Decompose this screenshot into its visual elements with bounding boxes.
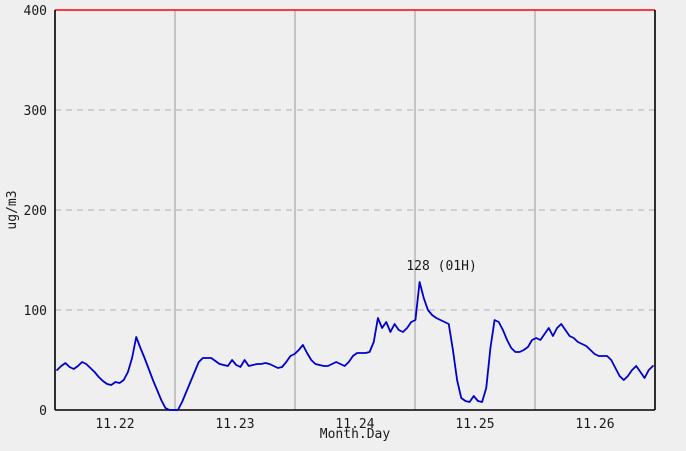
y-tick-label: 300	[24, 104, 47, 119]
y-tick-label: 400	[24, 4, 47, 19]
y-tick-label: 100	[24, 304, 47, 319]
x-axis-title: Month.Day	[320, 427, 391, 442]
x-tick-label: 11.24	[335, 417, 374, 432]
y-tick-label: 0	[39, 404, 47, 419]
horizontal-gridlines	[55, 109, 655, 311]
peak-annotation: 128 (01H)	[406, 259, 476, 274]
y-tick-label: 200	[24, 204, 47, 219]
annotation-text: 128 (01H)	[406, 259, 476, 274]
x-tick-label: 11.26	[575, 417, 614, 432]
x-axis-tick-labels: 11.22 11.23 11.24 11.25 11.26	[95, 417, 614, 432]
vertical-gridlines	[174, 10, 536, 410]
y-axis-title: ug/m3	[5, 190, 20, 229]
x-tick-label: 11.22	[95, 417, 134, 432]
data-series-line	[56, 281, 654, 411]
x-tick-label: 11.25	[455, 417, 494, 432]
x-tick-label: 11.23	[215, 417, 254, 432]
y-axis-tick-labels: 0 100 200 300 400	[24, 4, 47, 419]
